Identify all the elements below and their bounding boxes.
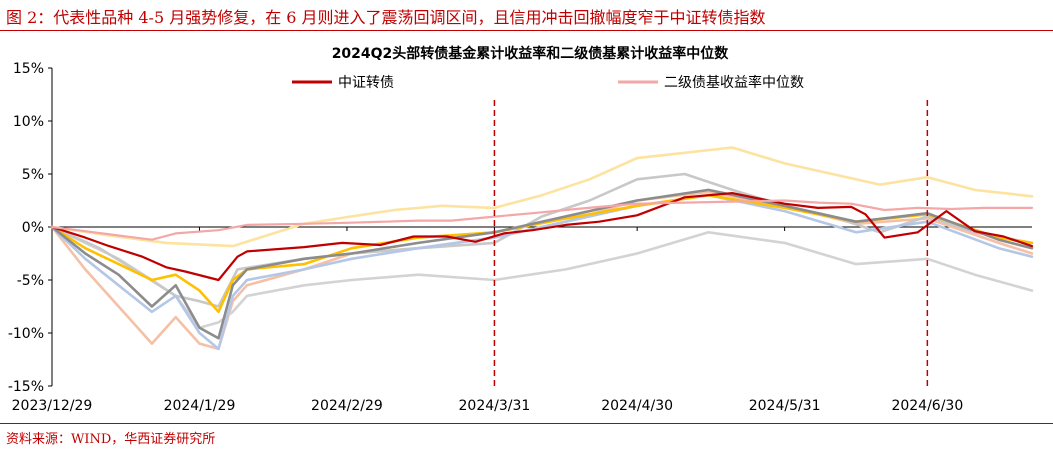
source-note: 资料来源：WIND，华西证券研究所: [6, 432, 216, 447]
series-line-5: [50, 172, 1034, 308]
series-line-6: [50, 193, 1034, 351]
legend: 中证转债 二级债基收益率中位数: [292, 74, 804, 91]
x-tick-label: 2024/6/30: [891, 398, 963, 414]
y-tick-label: 10%: [13, 114, 44, 130]
x-tick-label: 2023/12/29: [12, 398, 93, 414]
series-line-1: [50, 199, 1034, 241]
series-line-8: [50, 188, 1034, 340]
y-tick-label: 5%: [22, 167, 44, 183]
line-chart: 15% 10% 5% 0% -5% -10% -15% 2023/12/29 2024/1/29…: [8, 45, 1034, 414]
x-tick-label: 2024/1/29: [164, 398, 236, 414]
y-tick-label: -15%: [8, 379, 44, 395]
vertical-markers: [493, 100, 929, 386]
chart-title: 2024Q2头部转债基金累计收益率和二级债基累计收益率中位数: [332, 45, 730, 62]
x-tick-label: 2024/3/31: [459, 398, 531, 414]
series-line-2: [50, 146, 1034, 248]
x-tick-label: 2024/4/30: [601, 398, 673, 414]
figure-title: 图 2：代表性品种 4-5 月强势修复，在 6 月则进入了震荡回调区间，且信用冲…: [6, 8, 766, 27]
y-tick-label: -10%: [8, 326, 44, 342]
x-tick-label: 2024/2/29: [311, 398, 383, 414]
series-line-0: [50, 192, 1034, 282]
x-tick-label: 2024/5/31: [749, 398, 821, 414]
bottom-rule: [0, 423, 1053, 424]
legend-label: 中证转债: [338, 75, 394, 91]
y-tick-label: 0%: [22, 220, 44, 236]
legend-label: 二级债基收益率中位数: [664, 74, 804, 91]
top-rule: [0, 30, 1053, 31]
y-tick-label: -5%: [17, 273, 44, 289]
series-lines: [50, 146, 1034, 351]
y-tick-label: 15%: [13, 61, 44, 77]
series-line-4: [50, 225, 1034, 330]
axes: 15% 10% 5% 0% -5% -10% -15% 2023/12/29 2024/1/29…: [8, 61, 1032, 414]
